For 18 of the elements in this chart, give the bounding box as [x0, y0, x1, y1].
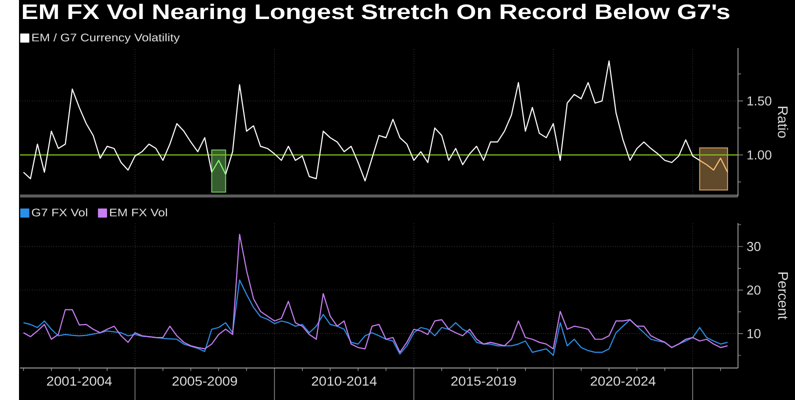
y-tick-label: 20 [747, 285, 760, 295]
x-tick-label: 2010-2014 [312, 376, 377, 386]
y-axis-title: Ratio [778, 106, 788, 138]
chart-title: EM FX Vol Nearing Longest Stretch On Record Below G7's [22, 4, 730, 24]
y-axis-title: Percent [778, 272, 788, 320]
y-tick-label: 1.00 [748, 150, 772, 160]
legend-label: G7 FX Vol [32, 208, 88, 216]
line-series [225, 60, 700, 182]
y-tick-label: 10 [748, 328, 760, 338]
y-tick-label: 30 [747, 242, 760, 252]
x-tick-label: 2020-2024 [590, 376, 656, 386]
x-tick-label: 2015-2019 [451, 376, 516, 386]
legend-label: EM / G7 Currency Volatility [32, 33, 180, 44]
x-tick-label: 2001-2004 [46, 376, 112, 386]
line-series [22, 88, 212, 180]
x-tick-label: 2005-2009 [172, 376, 238, 386]
legend-label: EM FX Vol [110, 208, 167, 216]
y-tick-label: 1.50 [748, 96, 772, 106]
